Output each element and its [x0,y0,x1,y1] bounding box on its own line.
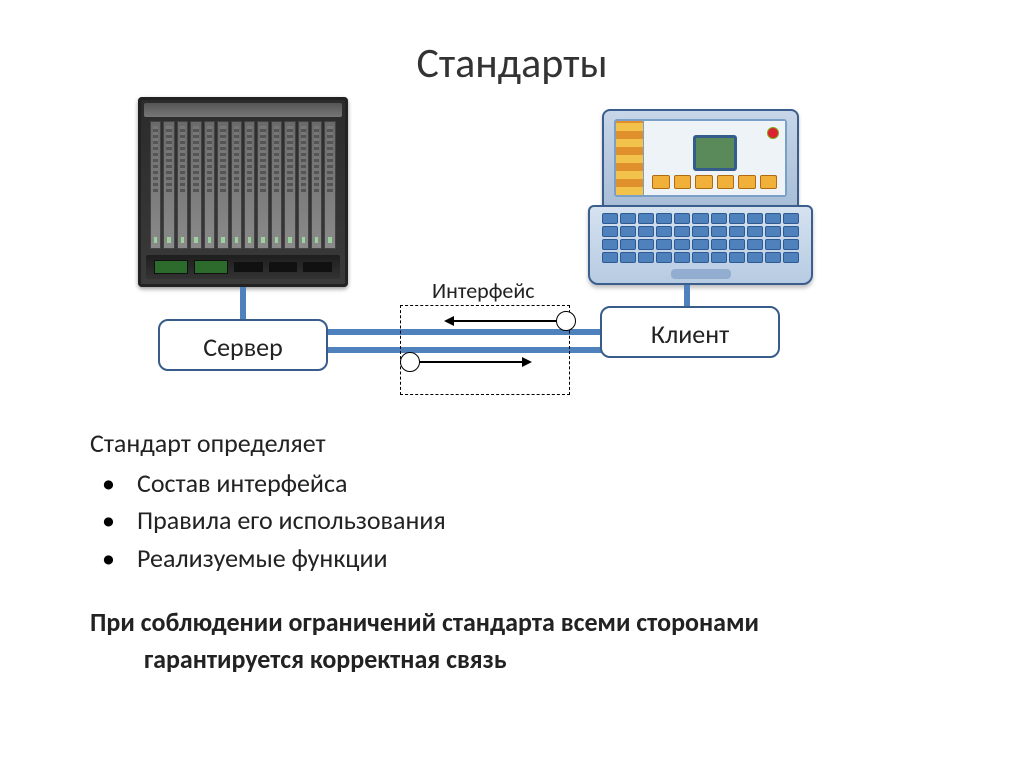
arrow-lower-head-icon [522,357,532,367]
conclusion-text: При соблюдении ограничений стандарта все… [90,604,934,679]
body-text: Стандарт определяет Состав интерфейса Пр… [0,409,1024,679]
arrow-upper-line [452,320,557,322]
list-item: Правила его использования [90,502,934,540]
arrow-lower-line [418,361,523,363]
slide-title: Стандарты [0,0,1024,89]
bullet-list: Состав интерфейса Правила его использова… [90,465,934,578]
list-item: Состав интерфейса [90,465,934,503]
client-icon [588,109,813,289]
arrow-lower-socket-icon [400,352,420,372]
list-item: Реализуемые функции [90,540,934,578]
interface-label: Интерфейс [428,277,539,304]
server-icon [138,97,348,287]
server-connector [240,287,246,321]
lead-text: Стандарт определяет [90,425,934,463]
client-node: Клиент [600,306,780,358]
arrow-upper-head-icon [444,316,454,326]
server-node: Сервер [158,319,328,371]
diagram-area: Интерфейс Сервер Клиент [0,89,1024,409]
arrow-upper-socket-icon [556,311,576,331]
interface-box [400,305,570,395]
